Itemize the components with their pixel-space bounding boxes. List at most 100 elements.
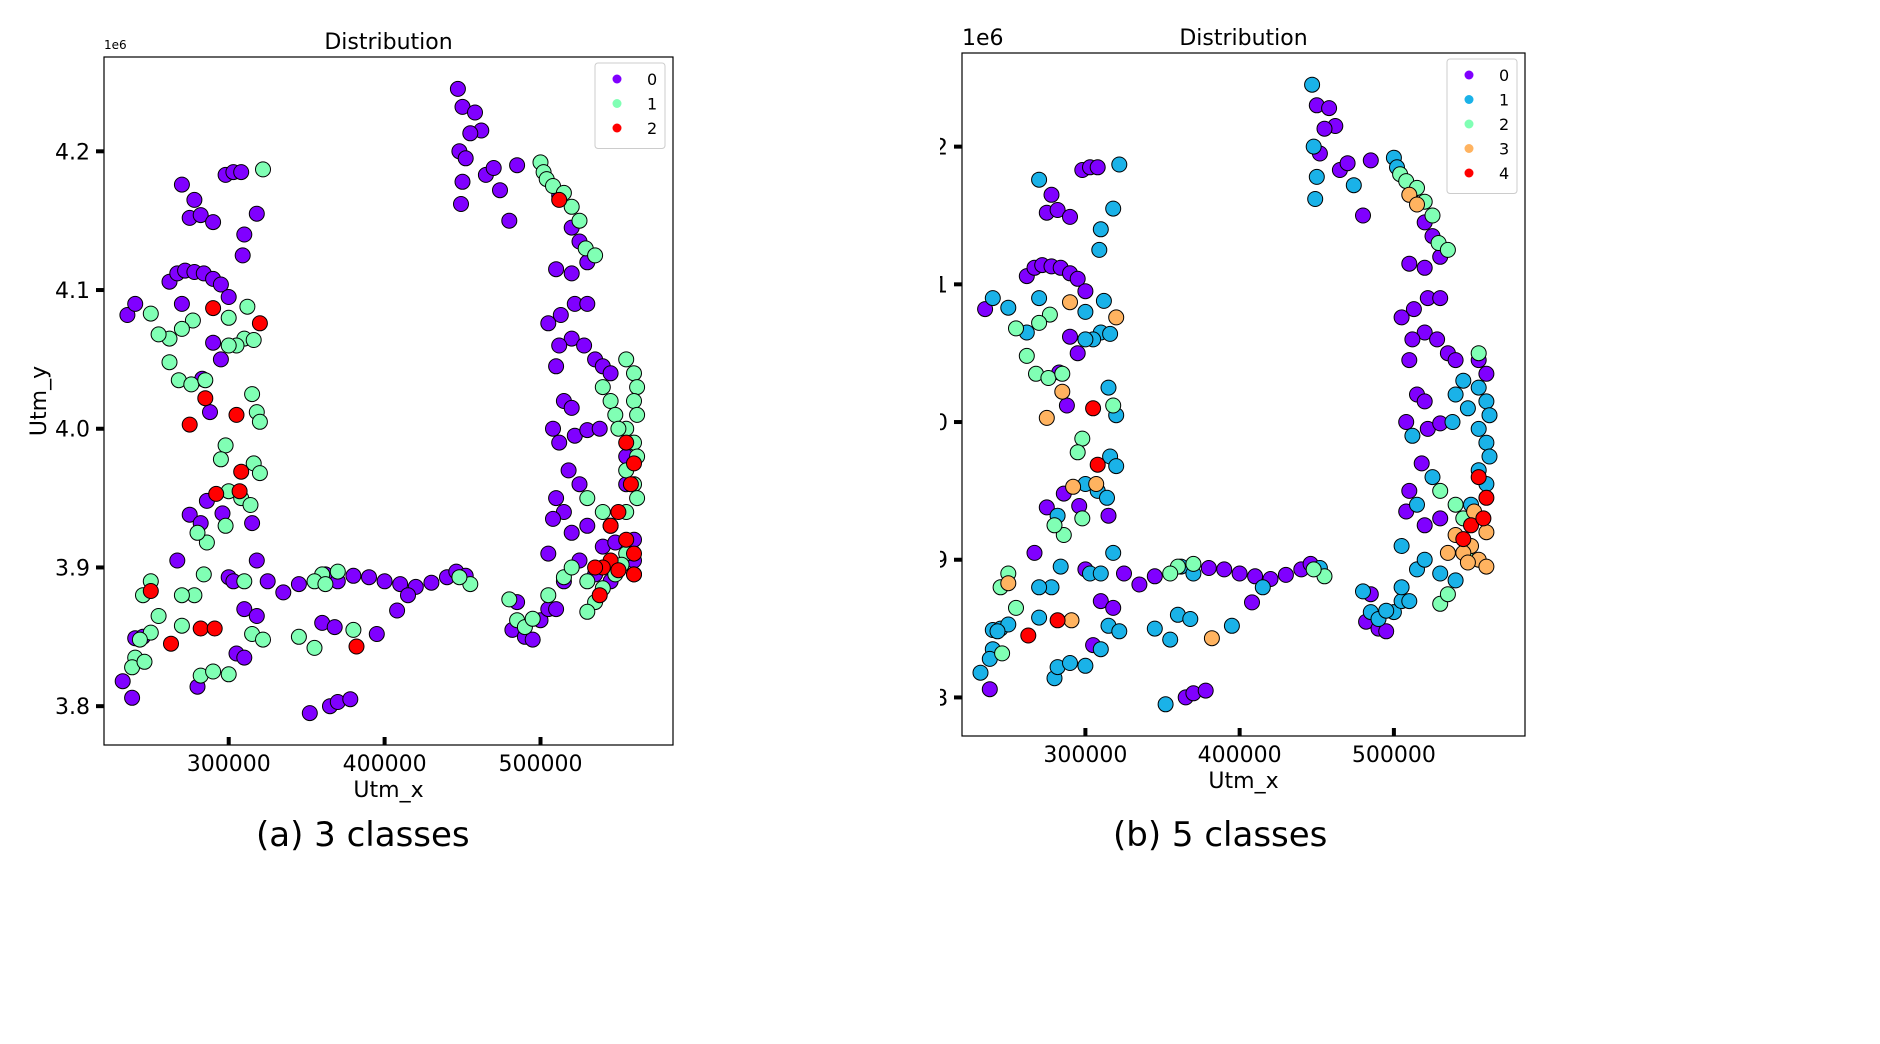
data-point-class-2 xyxy=(1105,397,1122,414)
legend-label-1: 1 xyxy=(647,95,657,114)
legend-box xyxy=(594,62,666,149)
scatter-chart-3-classes: Distribution 1e6 300000 400000 500000 3.8 3.9 4… xyxy=(27,30,674,803)
data-point-class-0 xyxy=(1316,120,1333,137)
data-point-class-2 xyxy=(231,483,248,500)
data-point-class-1 xyxy=(602,393,619,409)
data-point-class-0 xyxy=(301,705,318,722)
data-point-class-0 xyxy=(563,399,580,416)
points-group xyxy=(972,76,1498,713)
data-point-class-1 xyxy=(579,573,596,590)
data-point-class-2 xyxy=(1447,496,1464,513)
data-point-class-0 xyxy=(1069,270,1086,287)
caption-b: (b) 5 classes xyxy=(1113,815,1328,855)
data-point-class-0 xyxy=(467,104,483,121)
data-point-class-0 xyxy=(248,552,265,569)
data-point-class-0 xyxy=(1413,455,1430,472)
x-tick-label: 300000 xyxy=(187,752,271,777)
data-point-class-2 xyxy=(1439,241,1456,258)
data-point-class-1 xyxy=(217,437,234,454)
data-point-class-2 xyxy=(622,476,639,493)
data-point-class-0 xyxy=(1105,599,1122,616)
data-point-class-1 xyxy=(972,664,989,681)
data-point-class-0 xyxy=(1131,576,1148,593)
data-point-class-1 xyxy=(1031,290,1048,307)
data-point-class-0 xyxy=(192,207,209,224)
data-point-class-1 xyxy=(563,559,580,576)
data-point-class-1 xyxy=(1100,379,1117,396)
data-point-class-0 xyxy=(1231,565,1248,582)
data-point-class-1 xyxy=(1077,303,1094,320)
data-point-class-0 xyxy=(545,510,561,527)
data-point-class-1 xyxy=(1105,200,1122,217)
data-point-class-1 xyxy=(1409,496,1425,513)
data-point-class-0 xyxy=(244,515,261,532)
data-point-class-2 xyxy=(1031,314,1048,331)
data-point-class-1 xyxy=(1091,241,1108,258)
data-point-class-2 xyxy=(1018,347,1035,364)
data-point-class-1 xyxy=(1102,325,1119,342)
data-point-class-2 xyxy=(618,434,635,451)
data-point-class-0 xyxy=(220,289,237,305)
data-point-class-0 xyxy=(591,420,608,437)
data-point-class-1 xyxy=(594,379,611,396)
y-tick-label: 4.1 xyxy=(55,279,90,304)
data-point-class-0 xyxy=(392,576,409,593)
legend-marker-1 xyxy=(1464,95,1474,104)
caption-a: (a) 3 classes xyxy=(256,815,470,855)
data-point-class-0 xyxy=(545,420,561,437)
data-point-class-0 xyxy=(1062,328,1078,345)
data-point-class-0 xyxy=(548,358,565,375)
legend-label-2: 2 xyxy=(1499,115,1509,134)
data-point-class-0 xyxy=(236,601,253,618)
data-point-class-1 xyxy=(183,376,200,393)
data-point-class-0 xyxy=(1200,560,1217,576)
data-point-class-1 xyxy=(1470,420,1487,437)
data-point-class-2 xyxy=(626,455,642,472)
data-point-class-2 xyxy=(610,504,627,520)
data-point-class-1 xyxy=(579,490,596,507)
chart-title: Distribution xyxy=(324,30,452,55)
y-offset-label: 1e6 xyxy=(104,38,127,52)
data-point-class-4 xyxy=(1463,517,1479,534)
panel-b: Distribution 1e6 300000 400000 500000 3.8 3.9 4… xyxy=(940,0,1880,1044)
data-point-class-0 xyxy=(1100,507,1117,524)
scatter-chart-5-classes: Distribution 1e6 300000 400000 500000 3.8 3.9 4… xyxy=(940,26,1526,794)
data-point-class-0 xyxy=(1416,259,1433,276)
data-point-class-0 xyxy=(579,517,596,534)
data-point-class-0 xyxy=(124,689,141,706)
data-point-class-1 xyxy=(1105,544,1122,561)
data-point-class-1 xyxy=(1108,458,1125,475)
legend-label-3: 3 xyxy=(1499,140,1509,159)
legend-marker-1 xyxy=(612,99,622,108)
data-point-class-1 xyxy=(629,490,646,507)
data-point-class-1 xyxy=(1146,620,1163,637)
data-point-class-0 xyxy=(376,573,393,590)
legend-label-4: 4 xyxy=(1499,164,1509,183)
data-point-class-1 xyxy=(242,497,259,513)
data-point-class-4 xyxy=(1089,456,1106,473)
data-point-class-0 xyxy=(1355,207,1371,224)
data-point-class-1 xyxy=(610,420,627,437)
data-point-class-1 xyxy=(989,623,1006,640)
data-point-class-2 xyxy=(587,559,604,576)
data-point-class-0 xyxy=(1277,566,1294,583)
data-point-class-0 xyxy=(212,351,229,368)
y-tick-label: 4.0 xyxy=(940,411,948,436)
data-point-class-1 xyxy=(317,576,334,593)
data-point-class-1 xyxy=(220,309,237,326)
legend-marker-2 xyxy=(612,123,622,133)
data-point-class-1 xyxy=(1355,583,1371,600)
data-point-class-1 xyxy=(1062,655,1078,671)
data-point-class-0 xyxy=(234,247,251,264)
data-point-class-1 xyxy=(245,332,262,348)
data-point-class-2 xyxy=(610,562,627,579)
data-point-class-1 xyxy=(142,305,159,322)
data-point-class-1 xyxy=(1092,565,1109,582)
data-point-class-2 xyxy=(1008,599,1024,616)
data-point-class-1 xyxy=(563,198,580,215)
data-point-class-1 xyxy=(255,161,271,178)
data-point-class-2 xyxy=(1185,555,1202,572)
data-point-class-0 xyxy=(1197,682,1214,699)
data-point-class-0 xyxy=(1146,568,1163,585)
data-point-class-2 xyxy=(233,463,250,480)
